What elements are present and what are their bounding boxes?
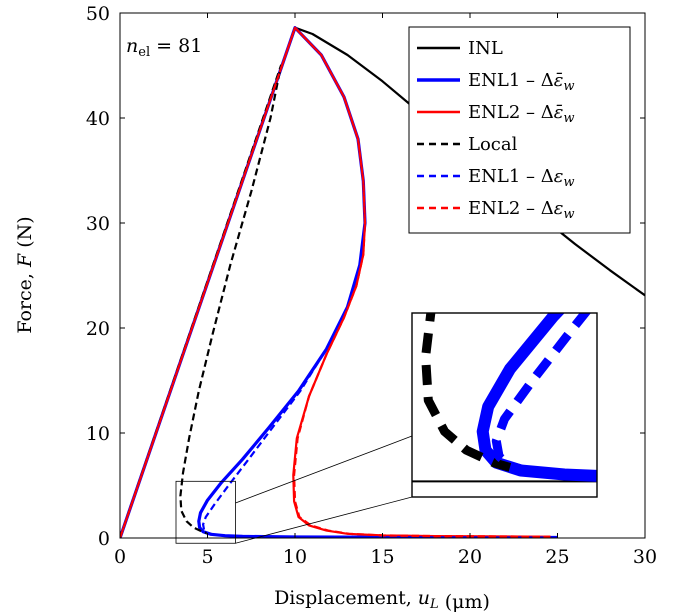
y-tick-label: 20 bbox=[86, 318, 110, 340]
y-tick-label: 30 bbox=[86, 213, 110, 235]
zoom-region-box bbox=[175, 480, 236, 544]
element-count-annotation: nel = 81 bbox=[126, 35, 202, 60]
y-tick-label: 0 bbox=[98, 528, 110, 550]
zoom-indicator bbox=[175, 435, 413, 544]
legend-label-enl2-w: ENL2 – Δεw bbox=[468, 198, 575, 222]
zoom-connector-lower bbox=[235, 496, 413, 544]
legend-label-inl: INL bbox=[468, 38, 503, 59]
series-line-local bbox=[120, 64, 283, 538]
legend-label-enl2-w: ENL2 – Δε̄w bbox=[468, 102, 575, 126]
x-tick-label: 5 bbox=[201, 546, 213, 568]
series-line-enl2-w bbox=[120, 26, 551, 538]
y-axis-title: Force, F (N) bbox=[14, 216, 36, 333]
legend-label-enl1-w: ENL1 – Δεw bbox=[468, 166, 575, 190]
x-tick-label: 10 bbox=[283, 546, 307, 568]
x-tick-label: 15 bbox=[370, 546, 394, 568]
x-tick-label: 25 bbox=[545, 546, 569, 568]
legend-label-local: Local bbox=[468, 134, 518, 155]
main-series-group bbox=[120, 26, 645, 538]
y-tick-label: 10 bbox=[86, 423, 110, 445]
legend-box bbox=[408, 26, 631, 234]
x-axis-title: Displacement, uL (μm) bbox=[274, 587, 490, 613]
inset-frame bbox=[411, 312, 598, 498]
inset-series-group bbox=[412, 313, 597, 483]
zoom-connector-upper bbox=[235, 435, 413, 504]
y-tick-label: 40 bbox=[86, 108, 110, 130]
legend-label-enl1-w: ENL1 – Δε̄w bbox=[468, 70, 575, 94]
x-tick-label: 0 bbox=[114, 546, 126, 568]
x-tick-label: 20 bbox=[458, 546, 482, 568]
legend: INL ENL1 – Δε̄w ENL2 – Δε̄w Local ENL1 – Δεw… bbox=[417, 38, 575, 222]
x-tick-label: 30 bbox=[633, 546, 657, 568]
axis-ticks: 0 5 10 15 20 25 30 0 10 20 30 40 50 bbox=[86, 3, 657, 568]
y-tick-label: 50 bbox=[86, 3, 110, 25]
